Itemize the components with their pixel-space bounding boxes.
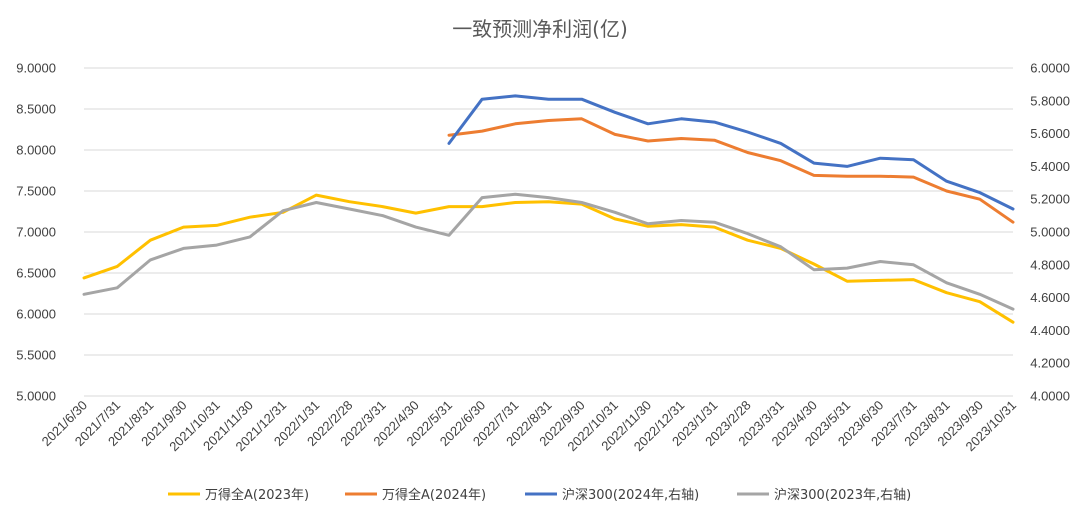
series-line: [82, 192, 1015, 311]
left-tick-label: 9.0000: [16, 61, 56, 76]
legend-label: 万得全A(2024年): [382, 487, 486, 503]
left-tick-label: 6.0000: [16, 307, 56, 322]
right-tick-label: 4.2000: [1030, 356, 1070, 371]
right-tick-label: 5.8000: [1030, 93, 1070, 108]
left-tick-label: 7.5000: [16, 184, 56, 199]
right-tick-label: 6.0000: [1030, 61, 1070, 76]
right-tick-label: 5.4000: [1030, 159, 1070, 174]
right-tick-label: 4.0000: [1030, 389, 1070, 404]
series-lines: [82, 94, 1015, 324]
left-tick-label: 5.0000: [16, 389, 56, 404]
right-tick-label: 4.6000: [1030, 290, 1070, 305]
right-tick-label: 5.2000: [1030, 192, 1070, 207]
left-tick-label: 5.5000: [16, 348, 56, 363]
series-line: [447, 94, 1015, 211]
legend-label: 沪深300(2023年,右轴): [774, 487, 911, 503]
left-tick-label: 8.5000: [16, 102, 56, 117]
left-tick-label: 8.0000: [16, 143, 56, 158]
legend-item: 沪深300(2024年,右轴): [525, 487, 699, 503]
series-line: [447, 117, 1015, 224]
legend-label: 万得全A(2023年): [205, 487, 309, 503]
right-tick-label: 5.6000: [1030, 126, 1070, 141]
right-tick-label: 4.4000: [1030, 323, 1070, 338]
legend-item: 沪深300(2023年,右轴): [737, 487, 911, 503]
x-axis: 2021/6/302021/7/312021/8/312021/9/302021…: [39, 398, 1020, 455]
legend-label: 沪深300(2024年,右轴): [562, 487, 699, 503]
legend: 万得全A(2023年) 万得全A(2024年) 沪深300(2024年,右轴) 沪深3…: [168, 487, 911, 503]
left-tick-label: 6.5000: [16, 266, 56, 281]
right-tick-label: 4.8000: [1030, 257, 1070, 272]
right-axis: 4.0000 4.2000 4.4000 4.6000 4.8000 5.0000 5.20…: [1030, 61, 1070, 404]
left-axis: 5.0000 5.5000 6.0000 6.5000 7.0000 7.5000 8.00…: [16, 61, 56, 404]
left-tick-label: 7.0000: [16, 225, 56, 240]
legend-item: 万得全A(2023年): [168, 487, 309, 503]
legend-item: 万得全A(2024年): [345, 487, 486, 503]
series-line: [82, 193, 1015, 324]
right-tick-label: 5.0000: [1030, 225, 1070, 240]
grid-lines: [84, 67, 1013, 397]
chart-title: 一致预测净利润(亿): [452, 17, 628, 41]
